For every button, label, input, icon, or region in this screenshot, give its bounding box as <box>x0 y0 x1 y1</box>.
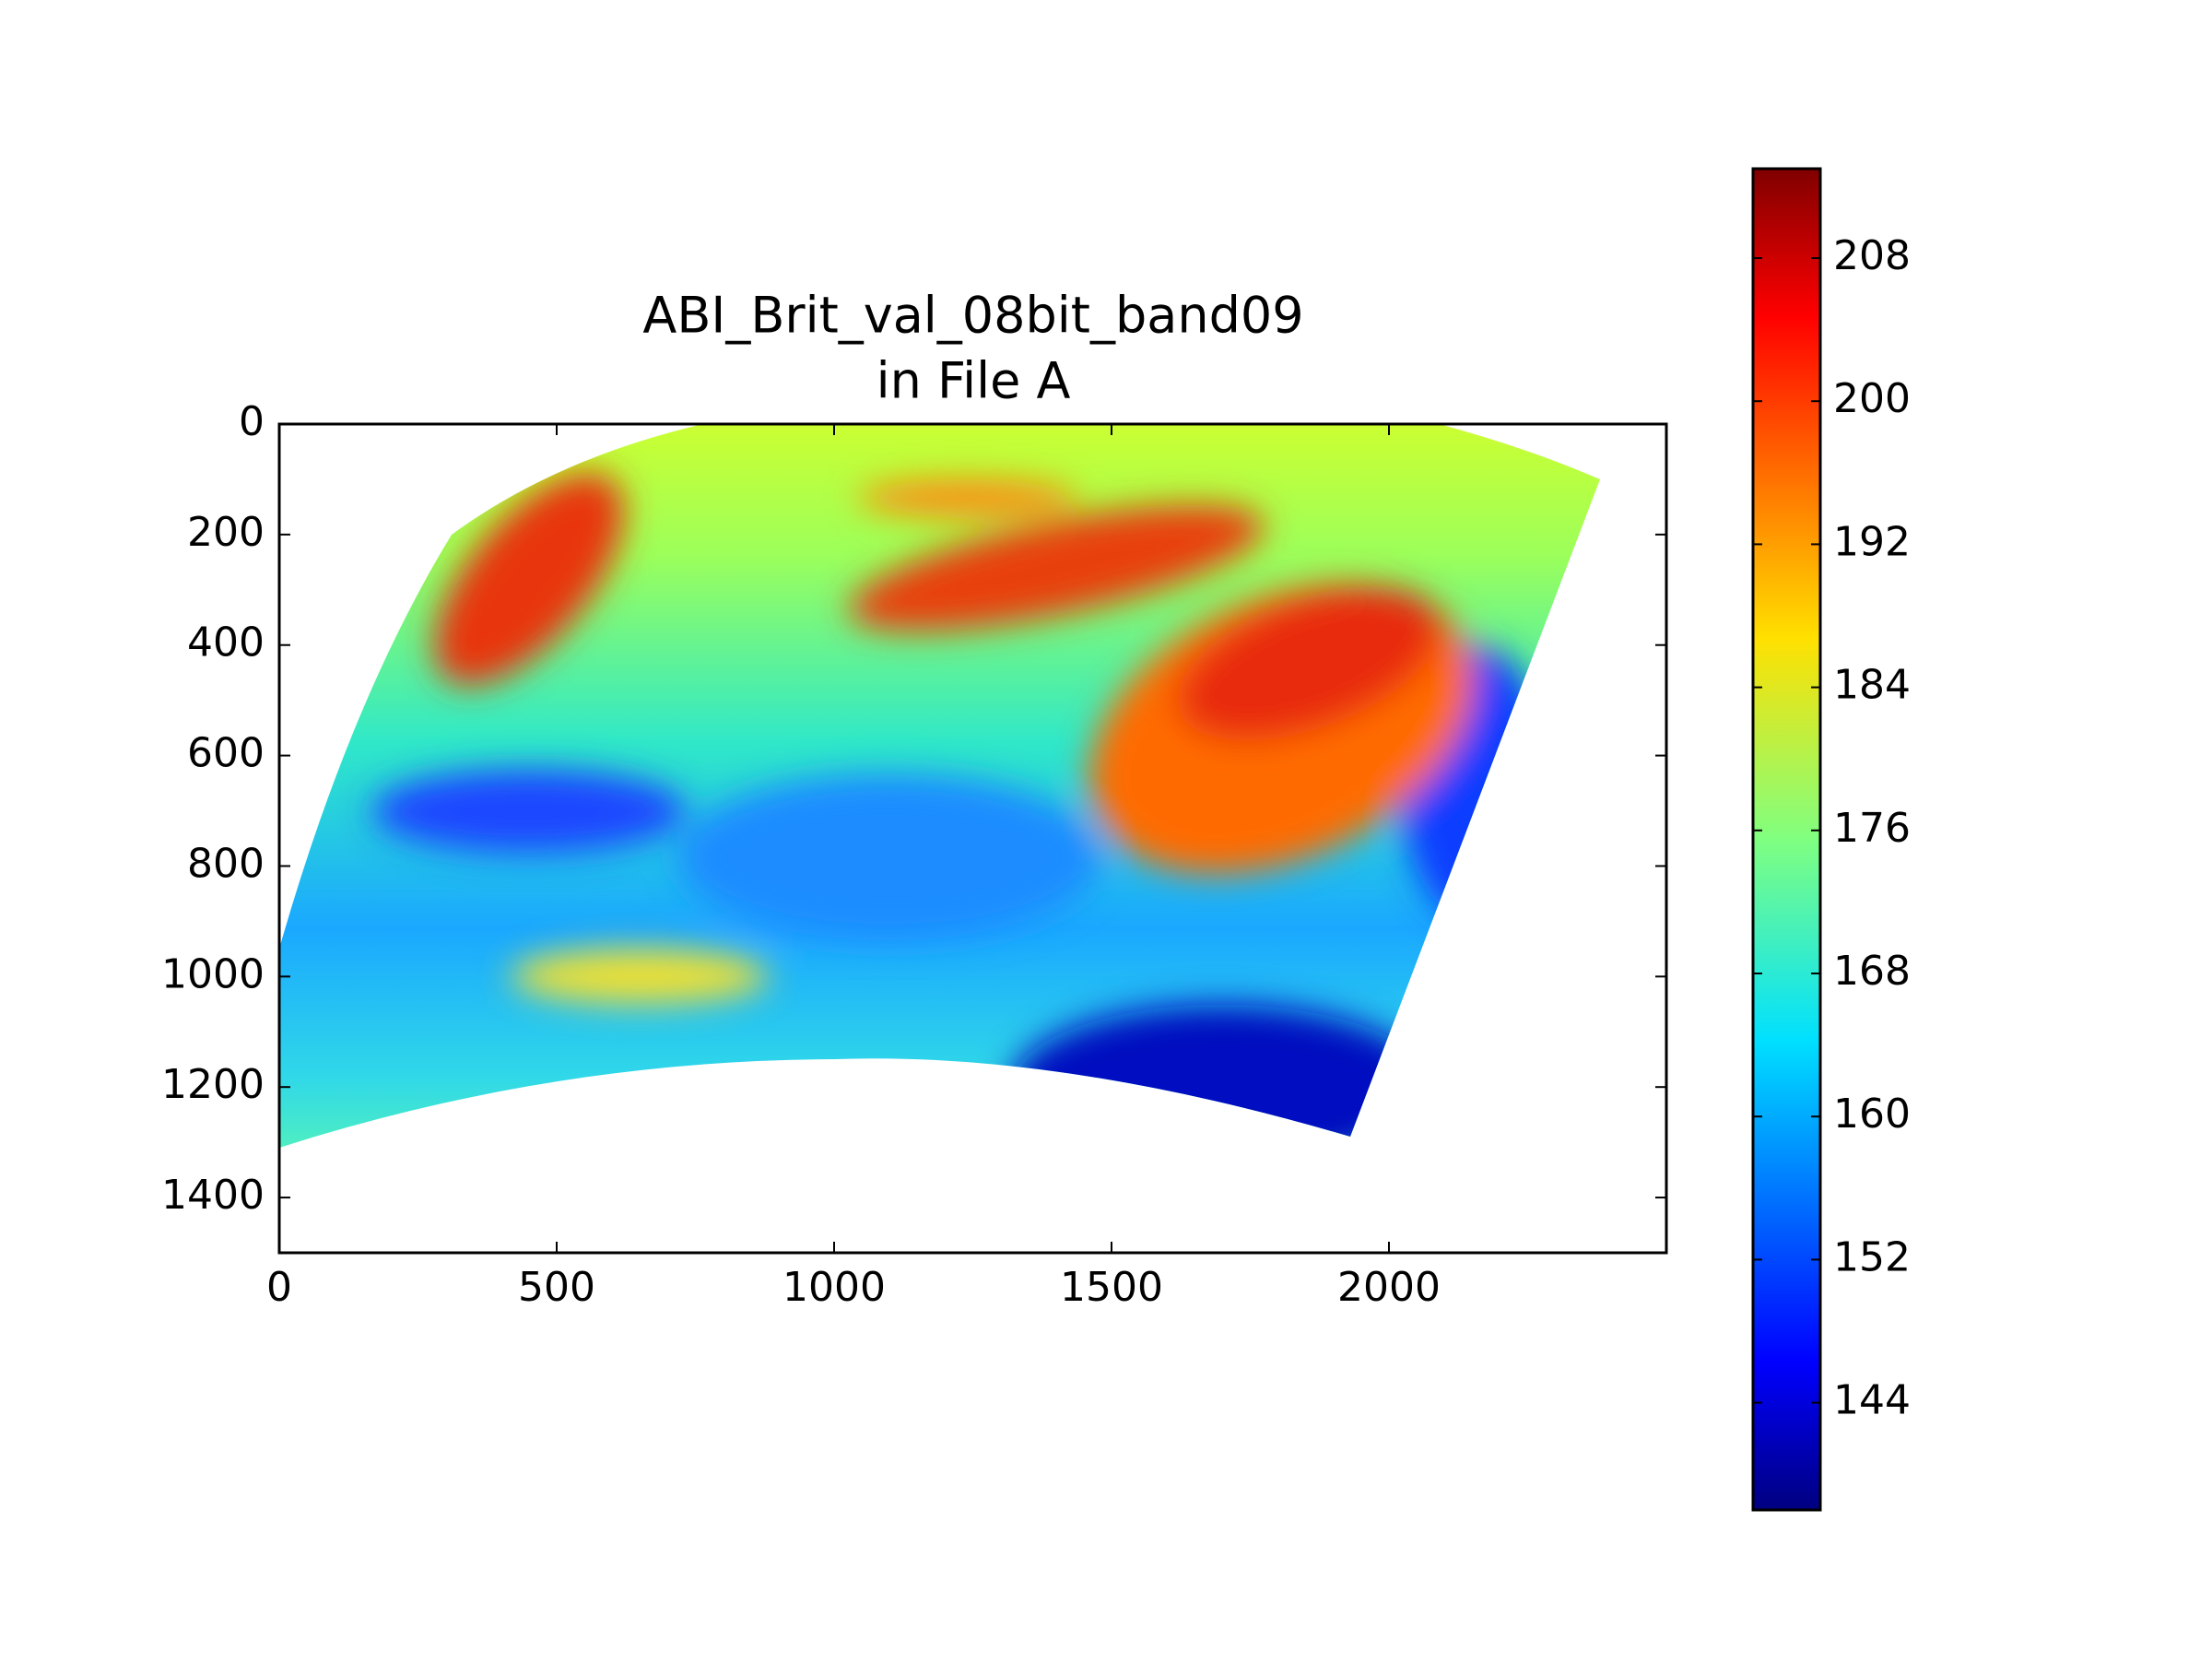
colorbar-tick-label: 184 <box>1833 662 1911 709</box>
x-tick-label: 0 <box>266 1264 292 1311</box>
y-tick-label: 800 <box>187 840 265 887</box>
x-tick-label: 2000 <box>1337 1264 1441 1311</box>
x-tick-label: 1500 <box>1060 1264 1163 1311</box>
image <box>279 424 1600 1148</box>
image-swath <box>279 424 1600 1148</box>
colorbar-tick-label: 152 <box>1833 1233 1911 1280</box>
colorbar-tick-label: 144 <box>1833 1377 1911 1424</box>
y-tick-label: 400 <box>187 619 265 666</box>
y-tick-label: 200 <box>187 509 265 556</box>
colorbar-tick-label: 200 <box>1833 375 1911 422</box>
chart-title: ABI_Brit_val_08bit_band09 <box>642 287 1303 345</box>
y-tick-label: 1200 <box>161 1061 265 1108</box>
colorbar-tick-label: 208 <box>1833 232 1911 279</box>
chart-title: in File A <box>877 352 1071 410</box>
colorbar-tick-label: 176 <box>1833 805 1911 852</box>
colorbar-tick-label: 168 <box>1833 948 1911 995</box>
y-tick-label: 0 <box>239 398 265 445</box>
y-tick-label: 1400 <box>161 1172 265 1219</box>
axes-frame <box>277 422 1668 1255</box>
colorbar-tick-label: 192 <box>1833 518 1911 565</box>
colorbar <box>1751 167 1822 1512</box>
x-tick-label: 1000 <box>782 1264 886 1311</box>
colorbar-tick-label: 160 <box>1833 1091 1911 1138</box>
y-tick-label: 1000 <box>161 950 265 997</box>
y-tick-label: 600 <box>187 730 265 777</box>
x-tick-label: 500 <box>518 1264 595 1311</box>
